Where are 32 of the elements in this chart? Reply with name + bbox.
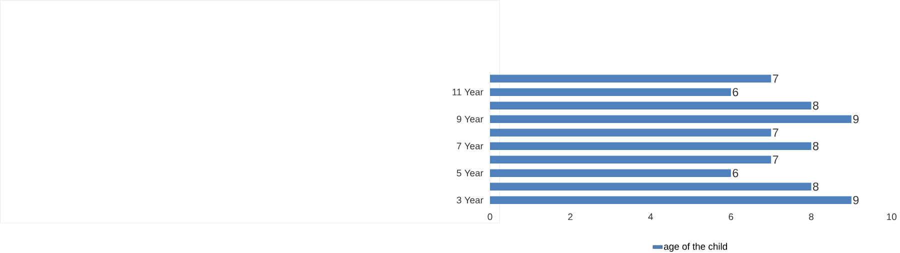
bar xyxy=(490,169,731,177)
y-tick-label: 9 Year xyxy=(456,116,484,122)
bar xyxy=(490,88,731,96)
data-label: 9 xyxy=(853,196,859,204)
data-label: 8 xyxy=(813,142,818,150)
bar xyxy=(490,102,812,110)
x-tick-label: 10 xyxy=(887,213,896,220)
data-label: 8 xyxy=(813,101,818,110)
x-tick-label: 6 xyxy=(728,213,734,220)
data-label: 6 xyxy=(732,168,738,178)
data-label: 6 xyxy=(732,88,738,96)
x-tick-label: 8 xyxy=(809,213,814,220)
bar xyxy=(490,196,852,204)
bar xyxy=(490,115,852,123)
legend-label: age of the child xyxy=(664,242,728,252)
x-tick-label: 2 xyxy=(568,213,572,220)
data-label: 7 xyxy=(772,128,778,136)
y-tick-label: 11 Year xyxy=(452,88,484,96)
bar xyxy=(490,182,812,190)
bar xyxy=(490,128,772,136)
y-tick-label: 5 Year xyxy=(456,170,484,176)
data-label: 7 xyxy=(772,74,778,82)
y-tick-label: 7 Year xyxy=(456,142,484,150)
x-tick-label: 0 xyxy=(488,213,492,220)
bar xyxy=(490,156,772,164)
bar xyxy=(490,142,812,150)
data-label: 7 xyxy=(772,155,778,164)
data-label: 9 xyxy=(853,114,859,124)
y-tick-label: 3 Year xyxy=(456,196,484,204)
bar xyxy=(490,74,772,82)
x-tick-label: 4 xyxy=(648,213,653,220)
data-label: 8 xyxy=(813,182,818,191)
